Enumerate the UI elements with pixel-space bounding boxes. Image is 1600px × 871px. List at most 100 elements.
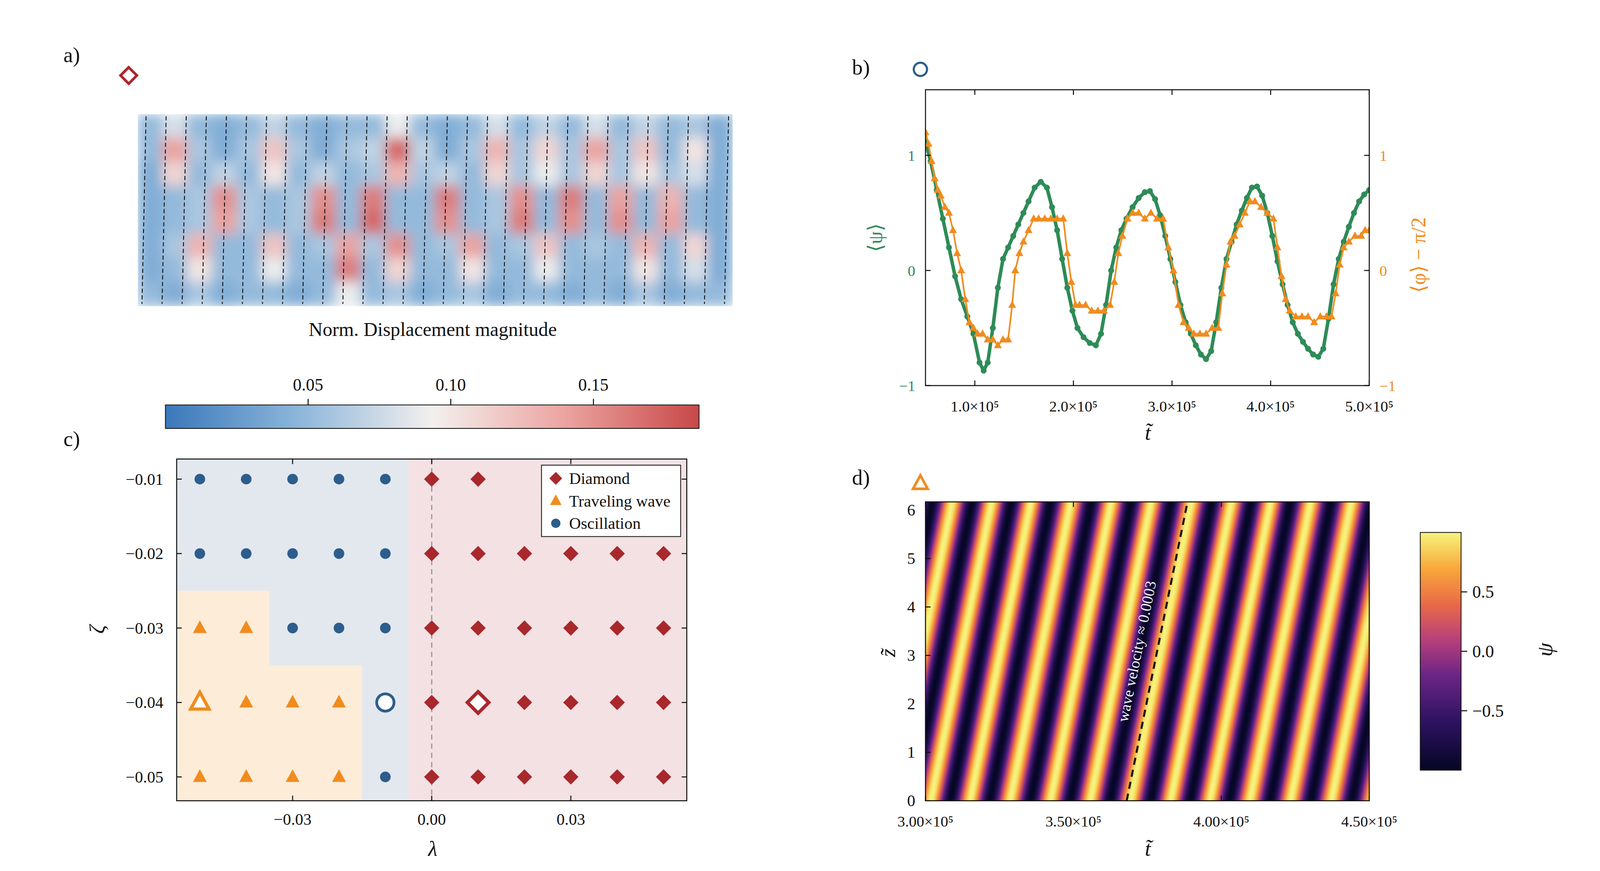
- tick: [176, 776, 182, 778]
- legend-label: Oscillation: [568, 514, 641, 533]
- marker: [1019, 237, 1028, 245]
- marker: [1048, 204, 1055, 211]
- tick-label: 0.10: [435, 375, 466, 395]
- marker: [1304, 345, 1311, 352]
- marker: [550, 494, 562, 506]
- marker: [470, 769, 486, 785]
- cell: [236, 114, 263, 139]
- cell: [509, 257, 536, 283]
- cell: [137, 137, 164, 163]
- tick-label: 4.00×10⁵: [1193, 812, 1250, 830]
- marker: [1235, 220, 1244, 228]
- marker: [563, 769, 579, 785]
- cell: [286, 137, 312, 163]
- marker: [1004, 335, 1012, 343]
- marker: [1080, 334, 1087, 340]
- tick: [925, 154, 931, 156]
- tick-label: −0.04: [125, 693, 164, 712]
- marker: [380, 622, 391, 634]
- marker: [332, 695, 346, 708]
- tick: [925, 270, 931, 272]
- director: [724, 116, 729, 304]
- cell: [187, 185, 213, 211]
- cell: [310, 114, 337, 139]
- marker: [1008, 300, 1016, 308]
- director: [684, 116, 689, 304]
- cell: [707, 257, 733, 283]
- cell: [608, 209, 635, 235]
- cell: [335, 137, 362, 163]
- marker: [1331, 289, 1340, 297]
- cell: [385, 209, 412, 235]
- marker: [1081, 300, 1090, 308]
- cell: [682, 114, 709, 139]
- cell: [385, 281, 412, 307]
- cell: [137, 233, 164, 259]
- marker: [1184, 323, 1193, 331]
- marker: [516, 769, 532, 785]
- marker: [976, 359, 983, 366]
- cell: [187, 161, 213, 187]
- cell: [583, 185, 610, 211]
- marker: [1015, 221, 1021, 228]
- cell: [632, 137, 659, 163]
- cell: [707, 137, 733, 163]
- cell: [360, 257, 387, 283]
- frame: [925, 501, 1370, 801]
- marker: [980, 367, 987, 374]
- marker: [1031, 184, 1038, 191]
- plot-marks: [925, 128, 1370, 374]
- marker: [1069, 308, 1076, 314]
- cell: [509, 209, 536, 235]
- cell: [533, 233, 560, 259]
- cell: [533, 209, 560, 235]
- marker: [1254, 183, 1260, 190]
- marker: [1044, 184, 1050, 191]
- director: [443, 116, 448, 304]
- marker: [1141, 189, 1148, 196]
- cell: [385, 137, 412, 163]
- marker: [1263, 208, 1272, 216]
- field: [137, 114, 733, 307]
- tick-label: −0.05: [125, 768, 164, 787]
- cell: [533, 281, 560, 307]
- cell: [682, 209, 709, 235]
- marker: [1059, 256, 1065, 262]
- director: [162, 116, 167, 304]
- marker: [1251, 196, 1260, 204]
- cell: [137, 161, 164, 187]
- director: [463, 116, 468, 304]
- cell: [335, 233, 362, 259]
- cell: [137, 209, 164, 235]
- marker: [1300, 339, 1306, 345]
- cell: [261, 233, 288, 259]
- marker: [424, 620, 440, 636]
- marker: [944, 208, 953, 216]
- marker: [1135, 195, 1142, 201]
- marker: [925, 128, 930, 136]
- marker: [1240, 208, 1249, 216]
- cell: [360, 137, 387, 163]
- cell: [162, 257, 188, 283]
- cell: [558, 161, 585, 187]
- legend-label: Diamond: [568, 469, 630, 488]
- cell: [137, 185, 164, 211]
- cell: [459, 185, 486, 211]
- marker: [194, 473, 206, 485]
- marker: [1214, 323, 1223, 331]
- cell: [409, 209, 436, 235]
- field-cells: [137, 114, 733, 307]
- cell: [533, 257, 560, 283]
- marker: [1074, 325, 1081, 332]
- cell: [385, 185, 412, 211]
- tick-label: 3.50×10⁵: [1045, 812, 1102, 830]
- tick-label: 2.0×10⁵: [1049, 397, 1098, 415]
- tick: [1072, 501, 1074, 507]
- cell: [310, 137, 337, 163]
- cell: [509, 137, 536, 163]
- marker: [1281, 295, 1290, 303]
- tick-label: 3.00×10⁵: [897, 812, 954, 830]
- cell: [608, 185, 635, 211]
- marker: [333, 473, 345, 485]
- tick-label: −0.01: [125, 470, 164, 489]
